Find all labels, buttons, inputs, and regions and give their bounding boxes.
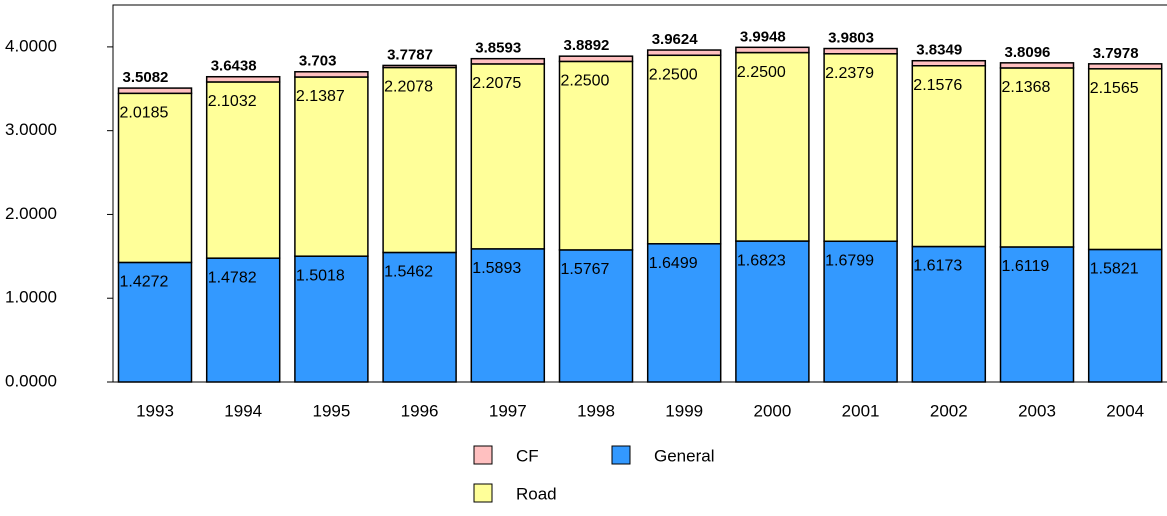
value-label: 2.2078 <box>384 79 433 96</box>
bar-segment <box>735 51 810 242</box>
bar-segment <box>1087 68 1163 251</box>
x-tick-label: 2000 <box>753 401 791 420</box>
total-label: 3.9948 <box>740 28 786 45</box>
bar-segment <box>117 92 193 264</box>
bar-segment <box>117 261 193 383</box>
total-label: 3.6438 <box>211 58 257 75</box>
value-label: 2.1565 <box>1090 80 1139 97</box>
x-tick-label: 1999 <box>665 401 703 420</box>
legend-label: CF <box>516 446 539 465</box>
bar-segment <box>382 64 457 69</box>
bar-segment <box>117 87 193 95</box>
bar-segment <box>205 75 281 83</box>
value-label: 1.6119 <box>1002 258 1050 275</box>
total-label: 3.8593 <box>475 40 521 57</box>
total-label: 3.9803 <box>828 30 874 47</box>
value-label: 1.5821 <box>1090 261 1139 278</box>
bar-segment <box>823 53 898 243</box>
value-label: 1.6499 <box>649 255 698 272</box>
legend-label: General <box>654 446 714 465</box>
bar-segment <box>558 249 634 383</box>
bar-segment <box>382 251 457 383</box>
bar-segment <box>382 66 457 254</box>
value-label: 2.1368 <box>1002 79 1051 96</box>
total-label: 3.703 <box>299 53 337 70</box>
plot-frame <box>112 4 1167 383</box>
value-label: 2.2500 <box>737 64 786 81</box>
value-label: 1.5462 <box>384 264 433 281</box>
value-label: 1.6799 <box>825 252 874 269</box>
value-label: 1.5767 <box>561 261 610 278</box>
total-label: 3.9624 <box>652 31 699 48</box>
total-label: 3.7978 <box>1093 45 1139 62</box>
value-label: 1.6173 <box>913 258 962 275</box>
x-tick-label: 1996 <box>401 401 439 420</box>
x-tick-label: 2001 <box>842 401 880 420</box>
value-label: 1.5018 <box>296 267 345 284</box>
value-label: 2.2379 <box>825 65 874 82</box>
total-label: 3.8096 <box>1005 44 1051 61</box>
value-label: 2.1032 <box>208 93 257 110</box>
bar-segment <box>999 62 1075 69</box>
x-tick-label: 2003 <box>1018 401 1056 420</box>
x-tick-label: 1994 <box>224 401 262 420</box>
bar-segment <box>646 243 722 383</box>
legend-swatch <box>611 445 631 465</box>
bar-segment <box>1087 248 1163 383</box>
total-label: 3.7787 <box>387 46 433 63</box>
y-tick-label: 2.0000 <box>5 204 57 223</box>
value-label: 2.1576 <box>913 77 962 94</box>
legend-swatch <box>473 445 493 465</box>
bar-segment <box>646 49 722 57</box>
bar-segment <box>558 55 634 63</box>
x-tick-label: 2002 <box>930 401 968 420</box>
bar-segment <box>294 71 369 78</box>
total-label: 3.5082 <box>123 69 169 86</box>
value-label: 2.2500 <box>561 73 610 90</box>
value-label: 1.5893 <box>472 260 521 277</box>
bar-segment <box>205 257 281 383</box>
value-label: 2.0185 <box>120 105 169 122</box>
bar-segment <box>294 255 369 383</box>
x-tick-label: 1998 <box>577 401 615 420</box>
x-tick-label: 1997 <box>489 401 527 420</box>
bar-segment <box>1087 63 1163 70</box>
bar-segment <box>470 248 546 383</box>
y-tick-label: 4.0000 <box>5 36 57 55</box>
bar-segment <box>823 240 898 383</box>
bar-segment <box>911 245 987 383</box>
bar-segment <box>558 60 634 251</box>
bar-segment <box>911 64 987 248</box>
total-label: 3.8349 <box>916 42 962 59</box>
y-tick-label: 0.0000 <box>5 371 57 390</box>
value-label: 2.2500 <box>649 66 698 83</box>
bar-segment <box>470 63 546 250</box>
y-tick-label: 1.0000 <box>5 288 57 307</box>
x-tick-label: 2004 <box>1106 401 1144 420</box>
legend-label: Road <box>516 484 557 503</box>
x-tick-label: 1995 <box>312 401 350 420</box>
bar-segment <box>823 47 898 55</box>
bar-segment <box>470 57 546 65</box>
bar-segment <box>999 67 1075 248</box>
value-label: 1.6823 <box>737 252 786 269</box>
value-label: 1.4272 <box>120 274 169 291</box>
bar-segment <box>294 76 369 257</box>
value-label: 2.2075 <box>472 75 521 92</box>
bar-segment <box>735 46 810 54</box>
bar-segment <box>735 240 810 383</box>
bar-segment <box>646 54 722 245</box>
bar-segment <box>911 59 987 67</box>
x-tick-label: 1993 <box>136 401 174 420</box>
value-label: 1.4782 <box>208 269 257 286</box>
legend-swatch <box>473 483 493 503</box>
total-label: 3.8892 <box>564 37 610 54</box>
value-label: 2.1387 <box>296 88 345 105</box>
y-tick-label: 3.0000 <box>5 120 57 139</box>
